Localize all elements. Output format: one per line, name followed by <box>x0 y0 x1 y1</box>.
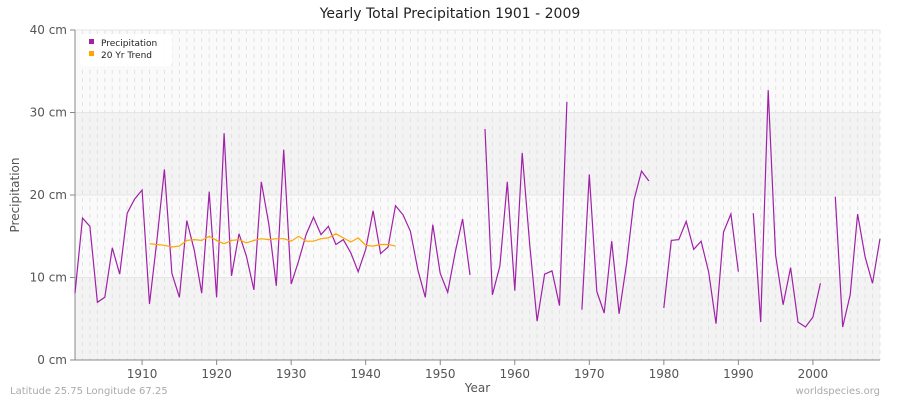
x-tick-label: 1930 <box>276 367 307 381</box>
x-axis-label: Year <box>464 381 490 395</box>
x-tick-label: 1970 <box>574 367 605 381</box>
legend-label: Precipitation <box>101 39 157 49</box>
legend-swatch <box>89 39 94 44</box>
legend-box <box>80 34 172 66</box>
precipitation-line <box>74 133 471 304</box>
y-tick-label: 20 cm <box>30 188 67 202</box>
chart-title: Yearly Total Precipitation 1901 - 2009 <box>319 6 581 22</box>
y-axis-label: Precipitation <box>8 157 22 232</box>
footer-coordinates: Latitude 25.75 Longitude 67.25 <box>10 386 168 397</box>
footer-source: worldspecies.org <box>795 386 880 397</box>
x-tick-label: 1920 <box>201 367 232 381</box>
y-tick-label: 40 cm <box>30 23 67 37</box>
precipitation-line <box>484 101 568 322</box>
precipitation-line <box>663 211 739 324</box>
x-tick-label: 1940 <box>350 367 381 381</box>
y-tick-label: 10 cm <box>30 271 67 285</box>
x-tick-label: 1990 <box>723 367 754 381</box>
x-tick-label: 1980 <box>649 367 680 381</box>
x-tick-label: 1910 <box>127 367 158 381</box>
precipitation-line <box>752 90 821 328</box>
trend-line <box>149 233 396 248</box>
y-tick-label: 30 cm <box>30 106 67 120</box>
x-tick-label: 1950 <box>425 367 456 381</box>
precipitation-line <box>581 169 650 314</box>
legend-label: 20 Yr Trend <box>101 51 152 61</box>
x-tick-label: 2000 <box>798 367 829 381</box>
x-tick-label: 1960 <box>499 367 530 381</box>
legend-swatch <box>89 51 94 56</box>
precipitation-line <box>834 196 881 328</box>
y-tick-label: 0 cm <box>37 353 67 367</box>
